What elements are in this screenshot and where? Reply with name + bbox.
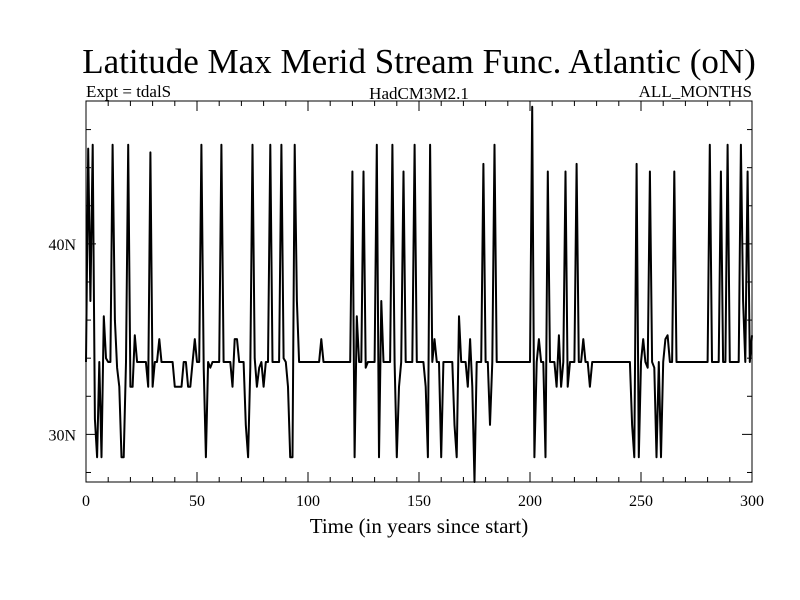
- x-tick-label: 250: [629, 493, 653, 510]
- subtitle-left: Expt = tdalS: [86, 82, 171, 101]
- x-tick-label: 200: [518, 493, 542, 510]
- series-layer: [85, 105, 753, 483]
- subtitle-right: ALL_MONTHS: [639, 82, 752, 101]
- series-line: [85, 105, 753, 483]
- x-axis: 0 50 100 150 200 250 300: [82, 101, 764, 510]
- subtitle-center: HadCM3M2.1: [369, 84, 469, 103]
- y-axis: 30N 40N: [48, 129, 752, 473]
- chart-title: Latitude Max Merid Stream Func. Atlantic…: [82, 42, 756, 81]
- y-tick-label: 30N: [48, 427, 76, 444]
- x-tick-label: 0: [82, 493, 90, 510]
- x-axis-label: Time (in years since start): [310, 514, 529, 538]
- x-tick-label: 150: [407, 493, 431, 510]
- x-tick-label: 50: [189, 493, 205, 510]
- x-tick-label: 300: [740, 493, 764, 510]
- y-tick-label: 40N: [48, 237, 76, 254]
- x-tick-label: 100: [296, 493, 320, 510]
